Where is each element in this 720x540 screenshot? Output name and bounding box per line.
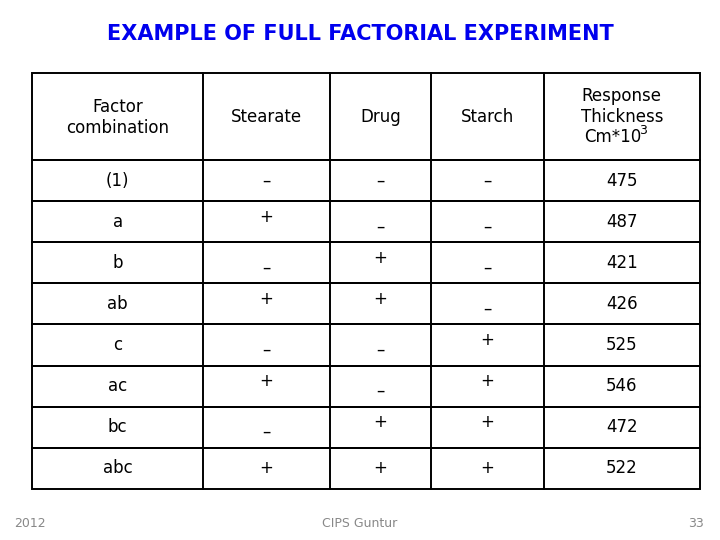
- Text: 33: 33: [688, 517, 704, 530]
- Text: EXAMPLE OF FULL FACTORIAL EXPERIMENT: EXAMPLE OF FULL FACTORIAL EXPERIMENT: [107, 24, 613, 44]
- Text: 472: 472: [606, 418, 638, 436]
- Text: CIPS Guntur: CIPS Guntur: [323, 517, 397, 530]
- Text: Starch: Starch: [461, 107, 514, 126]
- Text: –: –: [377, 218, 384, 236]
- Bar: [32, 407, 700, 448]
- Text: (1): (1): [106, 172, 130, 190]
- Text: 475: 475: [606, 172, 638, 190]
- Text: +: +: [259, 459, 274, 477]
- Text: 525: 525: [606, 336, 638, 354]
- Bar: [32, 366, 700, 407]
- Text: abc: abc: [103, 459, 132, 477]
- Text: 546: 546: [606, 377, 638, 395]
- Text: –: –: [483, 218, 492, 236]
- Bar: [32, 242, 700, 284]
- Text: +: +: [374, 459, 387, 477]
- Text: Cm*10: Cm*10: [585, 128, 642, 146]
- Text: –: –: [483, 259, 492, 277]
- Bar: [32, 160, 700, 201]
- Text: +: +: [374, 249, 387, 267]
- Text: –: –: [377, 382, 384, 400]
- Text: Thickness: Thickness: [580, 107, 663, 126]
- Text: –: –: [483, 300, 492, 318]
- Text: +: +: [259, 372, 274, 390]
- Bar: [32, 201, 700, 242]
- Text: 421: 421: [606, 254, 638, 272]
- Text: 2012: 2012: [14, 517, 46, 530]
- Text: +: +: [259, 290, 274, 308]
- Text: +: +: [374, 290, 387, 308]
- Text: ab: ab: [107, 295, 128, 313]
- Text: Response: Response: [582, 87, 662, 105]
- Text: bc: bc: [108, 418, 127, 436]
- Text: –: –: [262, 172, 271, 190]
- Text: 522: 522: [606, 459, 638, 477]
- Text: 487: 487: [606, 213, 638, 231]
- Text: ac: ac: [108, 377, 127, 395]
- Text: b: b: [112, 254, 123, 272]
- Text: +: +: [481, 372, 495, 390]
- Text: Drug: Drug: [360, 107, 401, 126]
- Text: 426: 426: [606, 295, 638, 313]
- Text: –: –: [377, 341, 384, 359]
- Bar: [32, 448, 700, 489]
- Text: Stearate: Stearate: [231, 107, 302, 126]
- Text: +: +: [374, 413, 387, 431]
- Text: 3: 3: [639, 124, 647, 137]
- Text: +: +: [481, 331, 495, 349]
- Text: c: c: [113, 336, 122, 354]
- Text: +: +: [259, 208, 274, 226]
- Text: a: a: [112, 213, 122, 231]
- Text: –: –: [483, 172, 492, 190]
- Text: –: –: [262, 423, 271, 441]
- Text: –: –: [262, 259, 271, 277]
- Text: –: –: [377, 172, 384, 190]
- Bar: [32, 284, 700, 325]
- Text: +: +: [481, 413, 495, 431]
- Text: combination: combination: [66, 119, 169, 138]
- Bar: [32, 325, 700, 366]
- Text: Factor: Factor: [92, 98, 143, 116]
- Text: –: –: [262, 341, 271, 359]
- Text: +: +: [481, 459, 495, 477]
